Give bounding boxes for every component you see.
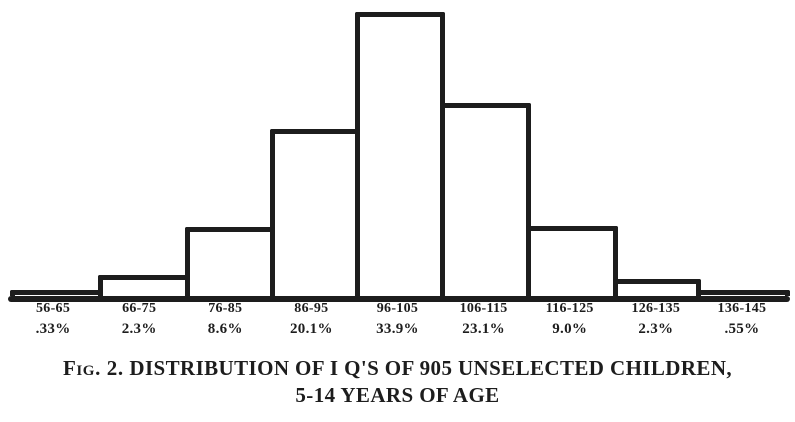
pct-label-96-105: 33.9% xyxy=(376,321,419,337)
figure-caption-line-2: 5-14 YEARS OF AGE xyxy=(295,383,500,407)
histogram-bar-116-125 xyxy=(526,226,618,296)
x-tick-label-136-145: 136-145 xyxy=(717,301,767,316)
figure-number: Fig. 2. xyxy=(62,356,124,380)
pct-label-106-115: 23.1% xyxy=(462,321,505,337)
bar-value-labels: .33% 2.3% 8.6% 20.1% 33.9% 23.1% 9.0% 2.3% .55% xyxy=(10,321,785,338)
x-tick-label-86-95: 86-95 xyxy=(294,301,329,316)
pct-label-66-75: 2.3% xyxy=(121,321,157,337)
histogram-bar-76-85 xyxy=(185,227,275,296)
x-tick-label-106-115: 106-115 xyxy=(459,301,508,316)
histogram-bar-106-115 xyxy=(440,103,531,296)
pct-label-136-145: .55% xyxy=(724,321,760,337)
x-tick-label-96-105: 96-105 xyxy=(376,301,419,316)
histogram-bar-96-105 xyxy=(355,12,445,296)
pct-label-126-135: 2.3% xyxy=(638,321,674,337)
pct-label-86-95: 20.1% xyxy=(290,321,333,337)
histogram-bar-136-145 xyxy=(696,290,790,296)
figure-caption-line-1: Fig. 2. DISTRIBUTION OF I Q'S OF 905 UNS… xyxy=(0,355,795,381)
pct-label-56-65: .33% xyxy=(35,321,71,337)
histogram-bar-66-75 xyxy=(98,275,190,296)
histogram-bar-86-95 xyxy=(270,129,360,296)
x-axis-baseline xyxy=(8,296,790,302)
x-tick-label-116-125: 116-125 xyxy=(545,301,594,316)
histogram-bar-126-135 xyxy=(613,279,701,296)
histogram-bar-56-65 xyxy=(10,290,103,296)
x-tick-label-66-75: 66-75 xyxy=(122,301,157,316)
pct-label-116-125: 9.0% xyxy=(552,321,588,337)
x-axis-tick-labels: 56-65 66-75 76-85 86-95 96-105 106-115 116-125… xyxy=(10,301,785,317)
x-tick-label-56-65: 56-65 xyxy=(35,301,71,316)
figure-title-text: DISTRIBUTION OF I Q'S OF 905 UNSELECTED … xyxy=(129,356,733,380)
x-tick-label-76-85: 76-85 xyxy=(208,301,243,316)
histogram-plot xyxy=(8,12,790,302)
x-tick-label-126-135: 126-135 xyxy=(631,301,681,316)
pct-label-76-85: 8.6% xyxy=(207,321,243,337)
